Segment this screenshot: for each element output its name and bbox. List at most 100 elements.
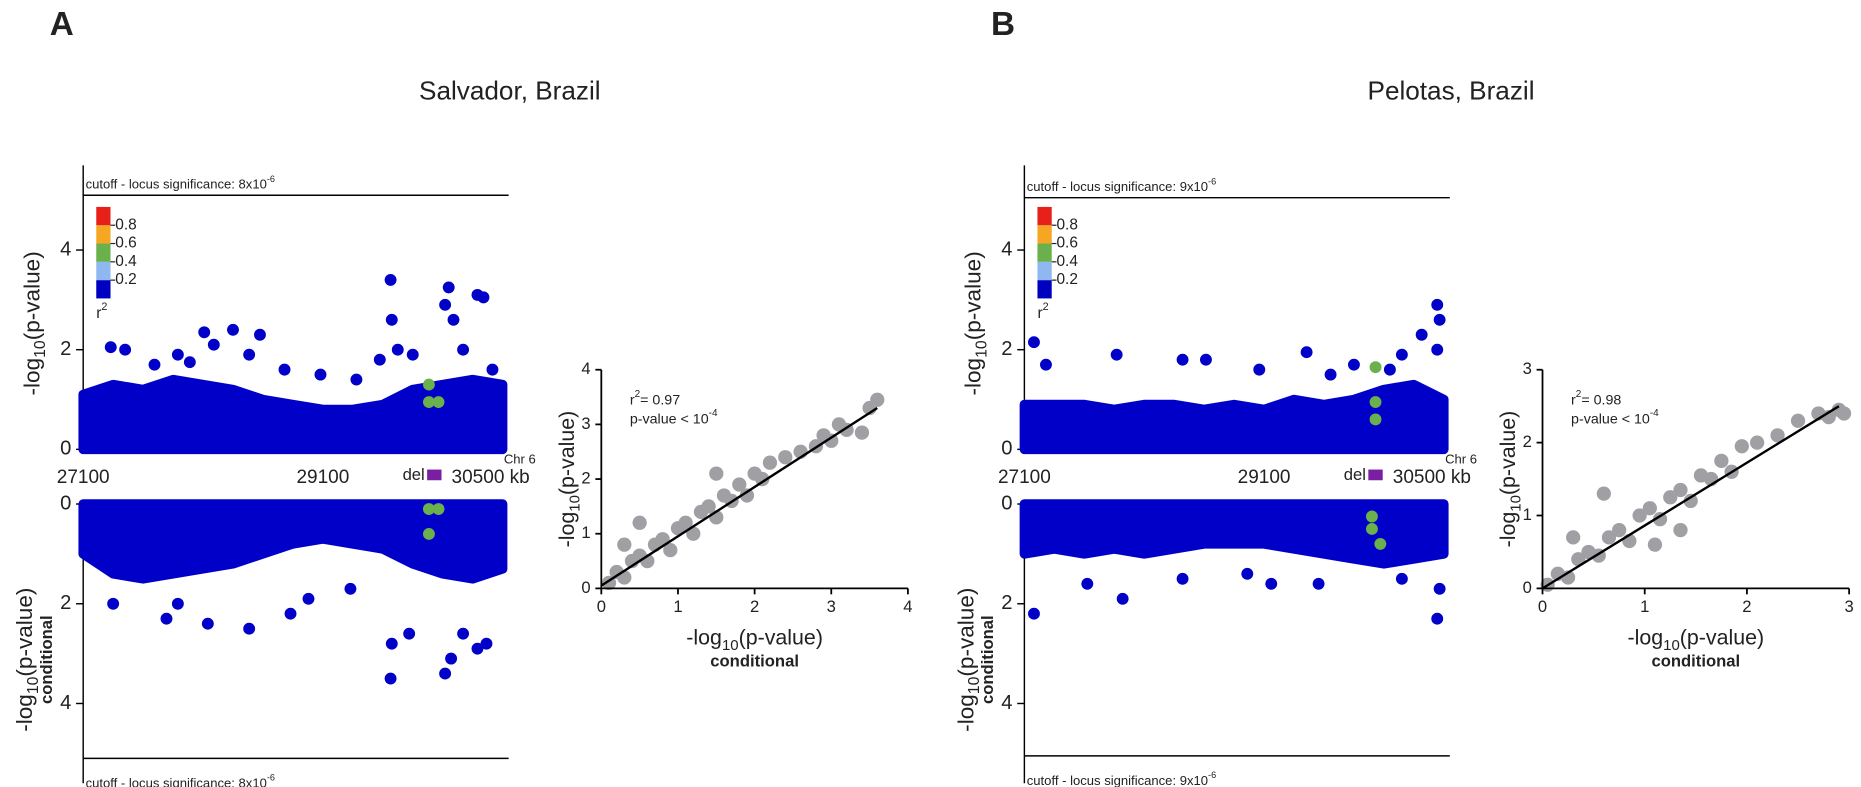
- snp-point: [350, 373, 363, 386]
- snp-point: [243, 622, 256, 635]
- snp-point: [207, 338, 220, 351]
- colorbar-tick-label: 0.8: [115, 216, 136, 233]
- r2-annotation: r2= 0.97: [630, 389, 680, 409]
- label-part: p-value < 10: [630, 411, 709, 427]
- scatter-point: [678, 515, 693, 530]
- snp-point: [432, 503, 445, 515]
- snp-point: [1253, 363, 1266, 376]
- snp-point: [439, 298, 452, 311]
- colorbar-segment: [1037, 243, 1052, 262]
- label-part: -6: [1208, 771, 1216, 781]
- label-part: -log: [686, 625, 722, 649]
- x-axis-note: conditional: [1651, 651, 1740, 670]
- scatter-point: [1596, 486, 1611, 501]
- deletion-box: [1368, 469, 1383, 481]
- snp-point: [1324, 368, 1337, 381]
- x-tick-label: 0: [597, 597, 606, 616]
- label-part: r: [96, 305, 101, 322]
- snp-point: [406, 348, 419, 361]
- scatter-point: [732, 477, 747, 492]
- snp-point: [1369, 396, 1382, 408]
- snp-point: [119, 343, 132, 356]
- snp-point: [457, 343, 470, 356]
- scatter-point: [1734, 439, 1749, 454]
- panel-title: Salvador, Brazil: [419, 76, 601, 106]
- snp-point: [1369, 413, 1382, 426]
- snp-point: [171, 348, 184, 361]
- y-tick-label: 4: [1001, 238, 1012, 260]
- x-tick-label: 1: [673, 597, 682, 616]
- colorbar-tick-label: 0.4: [115, 253, 137, 270]
- label-part: -log: [19, 358, 44, 396]
- x-axis-label: -log10(p-value): [686, 625, 823, 654]
- snp-point: [104, 341, 117, 354]
- label-part: -log: [555, 512, 579, 548]
- scatter-point: [1836, 406, 1852, 421]
- deletion-box: [427, 469, 442, 481]
- colorbar-label: r2: [1037, 301, 1048, 322]
- colorbar-tick-label: 0.6: [115, 235, 136, 252]
- y-tick-label: 0: [60, 492, 71, 514]
- x-tick-label: 2: [1742, 597, 1751, 616]
- snp-point: [1431, 612, 1444, 625]
- y-axis-label: -log10(p-value): [555, 411, 584, 548]
- y-axis-note: conditional: [37, 615, 56, 704]
- y-tick-label: 0: [1001, 492, 1012, 514]
- colorbar-tick-label: 0.8: [1056, 216, 1077, 233]
- label-part: 10: [1508, 495, 1525, 512]
- label-part: -log: [953, 694, 978, 732]
- snp-point: [477, 291, 490, 304]
- label-part: 10: [966, 676, 983, 694]
- snp-point: [422, 527, 435, 540]
- snp-point: [422, 378, 435, 391]
- scatter-point: [739, 488, 755, 503]
- deletion-label: del: [403, 465, 425, 484]
- x-tick-label: 29100: [1238, 467, 1291, 488]
- colorbar-segment: [96, 243, 111, 262]
- snp-point: [1374, 537, 1387, 550]
- snp-point: [486, 363, 499, 376]
- cutoff-label: cutoff - locus significance: 9x10-6: [1027, 771, 1216, 787]
- scatter-point: [1714, 453, 1729, 468]
- snp-point: [314, 368, 327, 381]
- snp-point: [1312, 577, 1325, 590]
- snp-point: [1365, 510, 1378, 523]
- chromosome-label: Chr 6: [1445, 452, 1477, 467]
- label-part: 10: [566, 495, 583, 512]
- y-tick-label: 2: [1001, 592, 1012, 614]
- dense-points: [1019, 379, 1449, 455]
- scatter-point: [632, 515, 647, 530]
- scatter-point: [1612, 522, 1627, 538]
- label-part: -log: [1627, 625, 1663, 649]
- snp-point: [422, 396, 435, 408]
- snp-point: [384, 273, 397, 286]
- snp-point: [1348, 358, 1360, 371]
- x-tick-label: 3: [1844, 597, 1853, 616]
- snp-point: [344, 582, 357, 595]
- label-part: -log: [1496, 512, 1520, 548]
- snp-point: [1028, 607, 1040, 620]
- dense-points: [1019, 499, 1449, 569]
- label-part: (p-value): [1496, 411, 1520, 495]
- snp-point: [1415, 328, 1428, 341]
- colorbar-segment: [1037, 280, 1052, 299]
- label-part: (p-value): [12, 588, 37, 677]
- snp-point: [160, 612, 173, 625]
- colorbar-tick-label: 0.2: [1056, 271, 1077, 288]
- label-part: -6: [267, 773, 275, 783]
- label-part: 2: [635, 389, 641, 400]
- snp-point: [1365, 523, 1378, 535]
- x-tick-label: 27100: [998, 467, 1051, 488]
- label-part: = 0.97: [640, 392, 680, 408]
- snp-point: [432, 396, 445, 408]
- snp-point: [171, 597, 184, 610]
- colorbar-segment: [96, 206, 111, 226]
- snp-point: [1433, 313, 1446, 326]
- label-part: r: [1571, 392, 1576, 408]
- x-tick-label: 27100: [57, 467, 110, 488]
- colorbar-segment: [1037, 261, 1052, 281]
- snp-point: [148, 358, 161, 371]
- label-part: (p-value): [555, 411, 579, 495]
- label-part: (p-value): [960, 251, 985, 340]
